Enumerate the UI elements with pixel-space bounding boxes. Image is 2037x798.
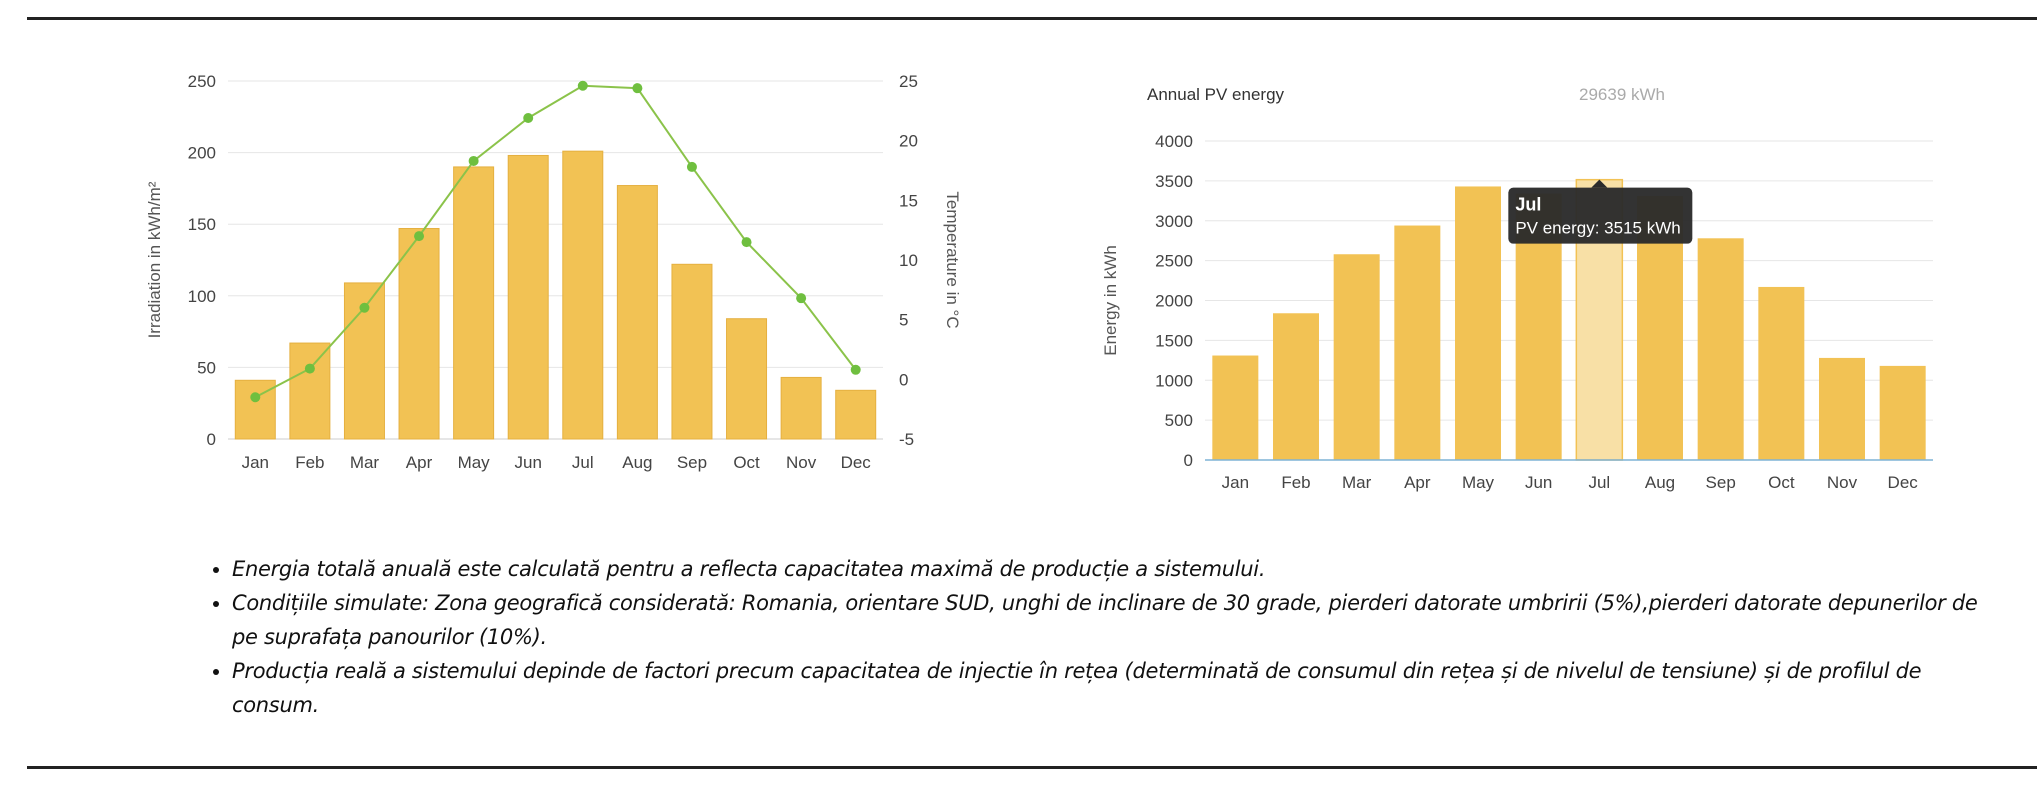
irradiation-bar [781,377,821,439]
y2-tick-label: 10 [899,251,918,270]
pv-energy-bar [1212,356,1258,460]
pv-energy-bar [1698,238,1744,460]
y-tick-label: 500 [1165,411,1193,430]
note-item: Energia totală anuală este calculată pen… [232,552,1992,586]
y-tick-label: 3000 [1155,212,1193,231]
x-tick-label: Nov [786,453,817,472]
y-tick-label: 3500 [1155,172,1193,191]
x-tick-label: Aug [622,453,652,472]
temperature-point [250,392,260,402]
y2-tick-label: 20 [899,132,918,151]
pv-energy-chart: Annual PV energy 29639 kWh 0 500 1000 1500 200… [1080,40,2037,490]
tooltip-title: Jul [1515,195,1541,215]
x-tick-label: Aug [1645,473,1675,492]
pv-energy-bar [1455,186,1501,460]
y-tick-label: 150 [188,215,216,234]
irradiation-bar [727,319,767,439]
temperature-point [523,113,533,123]
tooltip: Jul PV energy: 3515 kWh [1508,180,1692,244]
irradiation-bar [508,155,548,439]
y2-tick-label: 15 [899,191,918,210]
x-tick-label: Dec [841,453,872,472]
x-tick-label: Sep [1706,473,1736,492]
pv-energy-bar [1880,366,1926,460]
irradiation-bar [290,343,330,439]
tooltip-text: PV energy: 3515 kWh [1515,219,1680,238]
temperature-point [851,365,861,375]
irradiation-bar [563,151,603,439]
note-item: Producția reală a sistemului depinde de … [232,654,1992,722]
temperature-point [305,364,315,374]
x-tick-label: Jul [1588,473,1610,492]
pv-energy-bar [1819,358,1865,460]
x-tick-label: Nov [1827,473,1858,492]
y-tick-label: 0 [1184,451,1193,470]
y-axis-title: Irradiation in kWh/m² [145,181,164,338]
x-tick-label: May [458,453,491,472]
x-tick-label: Feb [1281,473,1310,492]
temperature-point [742,237,752,247]
temperature-point [796,293,806,303]
x-tick-label: Apr [406,453,433,472]
x-tick-label: Jun [514,453,541,472]
irradiation-bar [399,228,439,439]
x-tick-label: Jul [572,453,594,472]
y2-tick-label: 0 [899,370,908,389]
temperature-point [632,83,642,93]
x-tick-label: Jan [242,453,269,472]
irradiation-bar [454,167,494,439]
note-item: Condițiile simulate: Zona geografică con… [232,586,1992,654]
irradiation-bar [617,186,657,439]
y2-tick-label: 5 [899,311,908,330]
y-tick-label: 0 [207,430,216,449]
x-tick-label: Mar [350,453,380,472]
pv-energy-bar [1758,287,1804,460]
temperature-point [414,231,424,241]
y-tick-label: 1000 [1155,371,1193,390]
x-tick-label: Jun [1525,473,1552,492]
temperature-point [359,303,369,313]
temperature-point [687,162,697,172]
y-tick-label: 4000 [1155,132,1193,151]
y-tick-label: 250 [188,72,216,91]
irradiation-bar [672,264,712,439]
notes-list: Energia totală anuală este calculată pen… [190,552,1992,722]
y-tick-label: 100 [188,287,216,306]
y2-tick-label: 25 [899,72,918,91]
x-tick-label: Feb [295,453,324,472]
y-axis-title: Energy in kWh [1101,245,1120,356]
annual-energy-label: Annual PV energy [1147,85,1285,104]
annual-energy-value: 29639 kWh [1579,85,1665,104]
x-tick-label: May [1462,473,1495,492]
irradiation-bar [836,390,876,439]
top-rule [27,17,2037,20]
temperature-point [469,156,479,166]
x-tick-label: Mar [1342,473,1372,492]
x-tick-label: Oct [733,453,760,472]
y-tick-label: 50 [197,358,216,377]
pv-energy-bar [1394,226,1440,460]
y-tick-label: 200 [188,144,216,163]
x-tick-label: Jan [1222,473,1249,492]
y-tick-label: 2000 [1155,292,1193,311]
y-tick-label: 2500 [1155,252,1193,271]
temperature-point [578,81,588,91]
y2-axis-title: Temperature in °C [943,191,962,328]
x-tick-label: Dec [1888,473,1919,492]
irradiation-temperature-chart: 0 50 100 150 200 250 -5 0 5 10 15 20 25 Jan Feb Mar Apr M… [0,40,1000,490]
x-tick-label: Oct [1768,473,1795,492]
x-tick-label: Sep [677,453,707,472]
x-tick-label: Apr [1404,473,1431,492]
pv-energy-bar [1273,313,1319,460]
y-tick-label: 1500 [1155,331,1193,350]
bottom-rule [27,766,2037,769]
pv-energy-bar [1334,254,1380,460]
y2-tick-label: -5 [899,430,914,449]
